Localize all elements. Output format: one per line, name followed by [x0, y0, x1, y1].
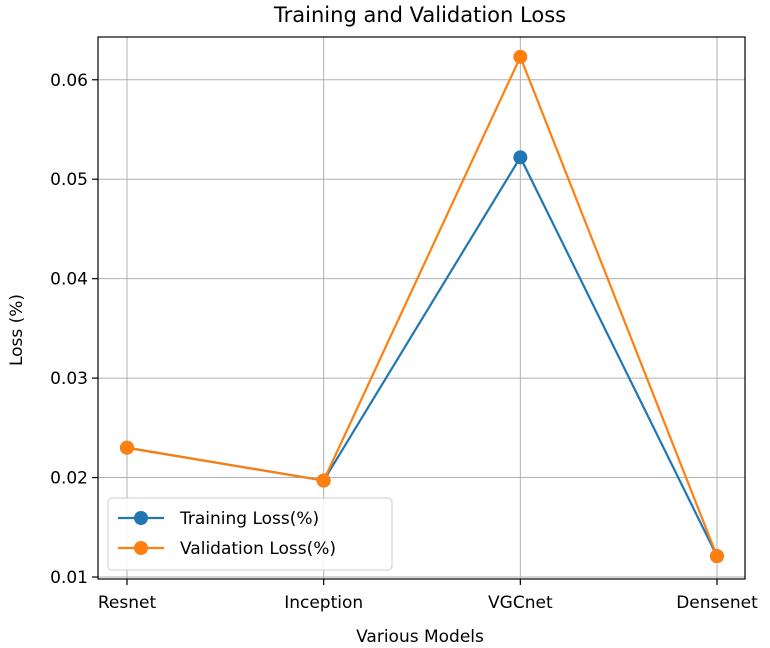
plot-frame — [97, 36, 746, 580]
series-line — [126, 155, 718, 557]
y-axis-label: Loss (%) — [7, 294, 27, 366]
data-point — [316, 473, 331, 488]
legend-label: Training Loss(%) — [179, 509, 319, 529]
y-tick-label: 0.04 — [50, 270, 88, 290]
x-axis-label: Various Models — [356, 627, 484, 647]
data-point — [120, 440, 134, 455]
grid-lines — [98, 37, 745, 579]
y-tick-label: 0.01 — [50, 568, 88, 588]
series-line — [126, 54, 719, 557]
legend-box — [107, 497, 393, 571]
y-tick-label: 0.02 — [50, 469, 88, 489]
data-point — [710, 549, 724, 564]
y-tick-label: 0.05 — [50, 170, 88, 190]
legend-marker — [134, 511, 148, 525]
series-lines — [120, 49, 724, 564]
x-tick-label: Inception — [284, 593, 363, 613]
x-tick-label: Densenet — [676, 593, 758, 613]
axis-ticks: Resnet Inception VGCnet Densenet 0.01 0.02 0.0… — [50, 71, 758, 613]
y-tick-label: 0.03 — [50, 369, 88, 389]
legend: Training Loss(%) Validation Loss(%) — [107, 497, 393, 571]
data-point — [513, 49, 528, 64]
chart-title: Training and Validation Loss — [273, 3, 566, 27]
x-tick-label: Resnet — [98, 593, 157, 613]
data-point — [513, 150, 528, 165]
y-tick-label: 0.06 — [50, 71, 88, 91]
x-tick-label: VGCnet — [488, 593, 553, 613]
legend-marker — [134, 541, 148, 555]
legend-label: Validation Loss(%) — [180, 539, 336, 559]
